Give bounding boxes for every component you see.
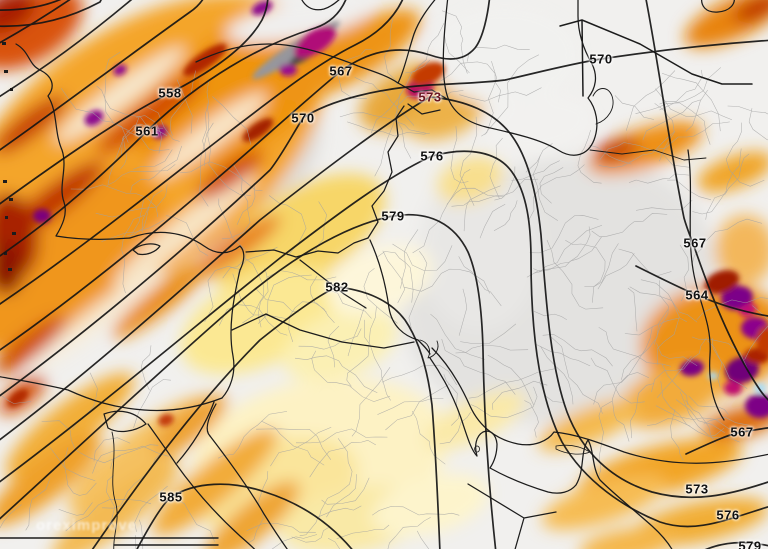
- contour-558: [0, 0, 269, 205]
- border-saudi-north: [231, 313, 415, 349]
- contour-line: [0, 0, 62, 11]
- coast-kara-bogaz: [592, 88, 614, 125]
- coast-turkey-south: [129, 231, 245, 271]
- border-iran-afghanistan: [687, 149, 725, 421]
- border-saudi-uae-oman: [467, 483, 557, 549]
- coast-crimea: [301, 0, 340, 11]
- contour-579: [0, 213, 497, 549]
- border-iran-north: [589, 149, 707, 161]
- watermark: oreximprove: [36, 517, 138, 534]
- coast-aral-tip: [701, 0, 735, 13]
- contour-582: [91, 286, 441, 549]
- contour-567: [0, 0, 491, 351]
- border-syria-iraq: [299, 259, 367, 309]
- contour-576: [0, 150, 768, 528]
- contour-567-east: [645, 0, 768, 402]
- border-turkmenistan: [559, 19, 753, 97]
- border-turkey-syria: [245, 237, 369, 258]
- contour-line: [0, 0, 133, 98]
- coast-caspian-sea: [442, 0, 598, 156]
- contour-585: [136, 483, 353, 549]
- coast-bahrain: [474, 445, 480, 453]
- contour-564: [0, 0, 404, 305]
- contour-line: [0, 0, 102, 28]
- coast-gulf-of-suez: [147, 423, 177, 465]
- coast-nile-delta: [103, 410, 147, 433]
- coast-red-sea-east: [209, 435, 288, 549]
- contour-573: [0, 96, 768, 499]
- contour-567-southeast: [685, 426, 768, 455]
- border-iraq-iran: [369, 239, 431, 355]
- coast-gulf-arabia-side: [429, 357, 673, 549]
- contour-579-corner: [704, 541, 768, 549]
- coast-black-sea: [195, 0, 436, 84]
- coast-egypt-north: [0, 376, 223, 412]
- coast-gulf-of-aqaba: [176, 401, 217, 464]
- shading-cores-layer: [7, 0, 768, 427]
- contour-564-east: [635, 265, 768, 317]
- coast-red-sea-west: [175, 463, 256, 549]
- contour-line: [0, 0, 204, 151]
- contour-570: [0, 39, 768, 397]
- coast-kuwait: [419, 339, 439, 359]
- coast-gulf-iran-side: [431, 347, 768, 464]
- coast-cyprus: [132, 243, 161, 256]
- border-egypt-sudan: [0, 537, 219, 546]
- contour-line: [0, 0, 71, 44]
- contour-561: [0, 0, 347, 257]
- border-turkey-east: [367, 105, 405, 239]
